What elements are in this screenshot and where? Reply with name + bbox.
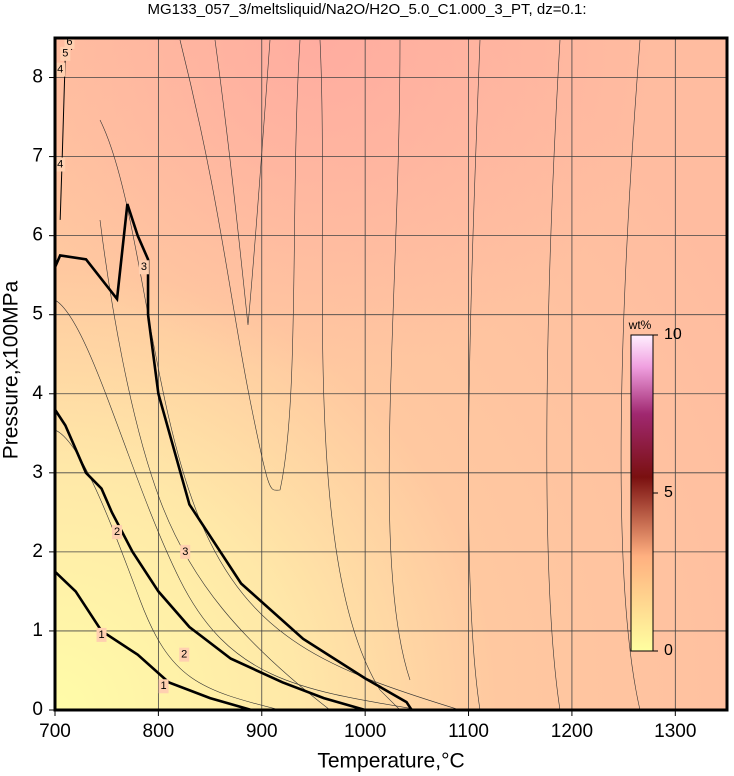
contour-label-bg (180, 544, 191, 559)
contour-label-bg (179, 647, 190, 662)
y-tick-label: 4 (32, 383, 43, 404)
contour-label-bg (55, 157, 66, 172)
colorbar (630, 334, 654, 652)
y-tick-label: 5 (32, 304, 43, 325)
x-tick-label: 700 (39, 721, 71, 742)
contour-label: 1 (98, 629, 104, 641)
contour-label: 4 (57, 64, 63, 76)
x-tick-label: 1000 (344, 721, 386, 742)
contour-label-bg (55, 62, 66, 77)
y-axis-label: Pressure,x100MPa (0, 280, 23, 459)
colorbar-tick-label: 0 (664, 642, 673, 659)
contour-label-bg (138, 260, 149, 275)
chart-title: MG133_057_3/meltsliquid/Na2O/H2O_5.0_C1.… (147, 1, 586, 18)
contour-label: 4 (57, 158, 63, 170)
contour-line (59, 53, 66, 220)
contour-line (55, 203, 413, 710)
contour-label-bg (96, 627, 107, 642)
y-tick-label: 2 (32, 541, 43, 562)
contour-label: 1 (160, 680, 166, 692)
frame (53, 36, 729, 712)
x-tick-label: 900 (246, 721, 278, 742)
y-tick-label: 7 (32, 146, 43, 167)
contour-label-bg (112, 525, 123, 540)
x-tick-label: 800 (143, 721, 175, 742)
x-tick-label: 1200 (551, 721, 593, 742)
colorbar-tick-label: 10 (664, 326, 682, 343)
x-axis-label: Temperature,°C (317, 750, 464, 773)
contour-label: 6 (66, 36, 72, 48)
y-tick-label: 8 (32, 67, 43, 88)
x-tick-label: 1100 (448, 721, 489, 742)
colorbar-tick-label: 5 (664, 484, 673, 501)
contour-label: 3 (182, 546, 188, 558)
x-tick-label: 1300 (654, 721, 696, 742)
contour-label-bg (64, 38, 75, 49)
contour-label: 5 (62, 48, 68, 60)
contours: 1 1 2 2 3 3 4 4 56 (55, 36, 413, 710)
contour-label-bg (60, 46, 71, 61)
y-tick-label: 3 (32, 462, 43, 483)
y-tick-label: 1 (32, 620, 43, 641)
contour-line (55, 408, 366, 710)
contour-label: 2 (114, 526, 120, 538)
contour-label: 3 (141, 261, 147, 273)
minor-contours (55, 39, 641, 710)
y-tick-label: 6 (32, 225, 43, 246)
colorbar-label: wt% (628, 318, 652, 332)
contour-line (55, 570, 252, 710)
contour-label: 2 (181, 649, 187, 661)
y-tick-label: 0 (32, 699, 43, 720)
contour-label-bg (158, 679, 169, 694)
